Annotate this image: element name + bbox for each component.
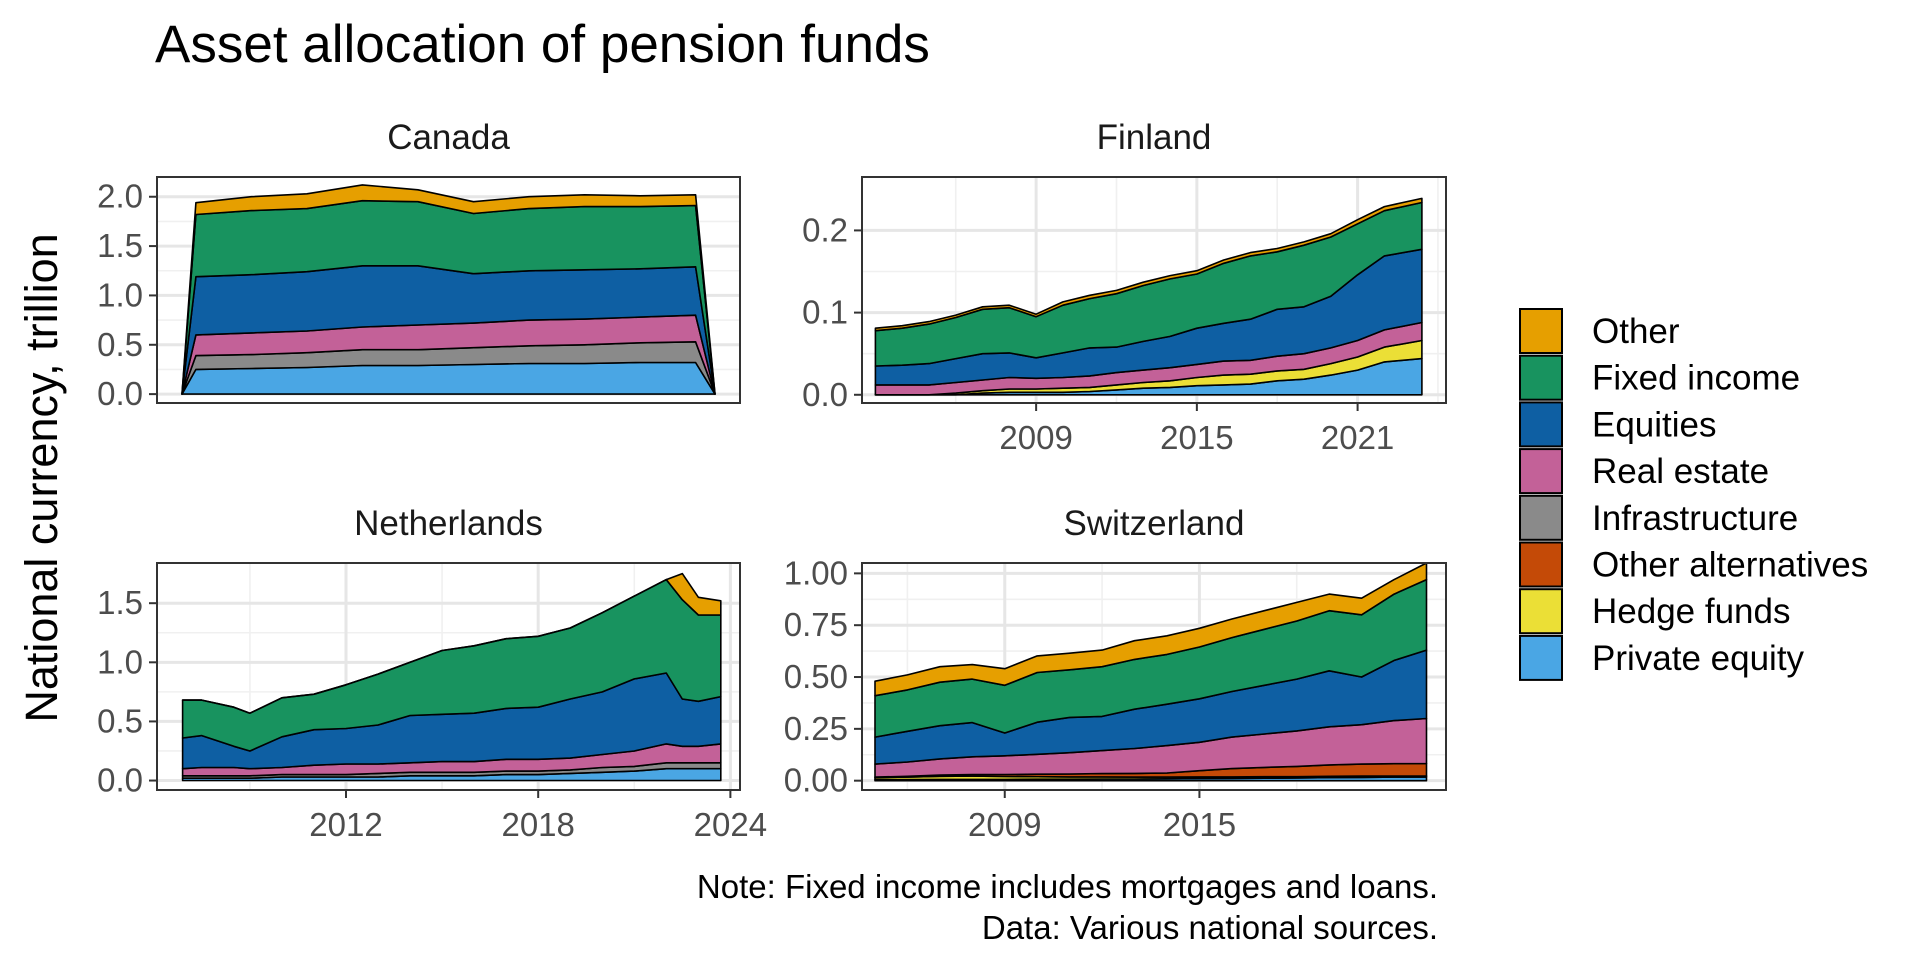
legend-key bbox=[1519, 448, 1563, 495]
x-tick-label: 2009 bbox=[999, 419, 1072, 456]
area-other bbox=[874, 562, 1428, 697]
legend-label: Other bbox=[1592, 312, 1680, 351]
panel-canada: Canada 0.0 0.5 1.0 1.5 2.0 bbox=[97, 118, 741, 412]
legend-key bbox=[1519, 541, 1563, 588]
y-tick-label: 0.50 bbox=[784, 658, 848, 695]
stacked-areas bbox=[181, 184, 716, 395]
legend-label: Equities bbox=[1592, 405, 1717, 444]
x-tick-label: 2009 bbox=[968, 806, 1041, 843]
facet-panels: Canada 0.0 0.5 1.0 1.5 2.0 Finland 0.0 0.1 0.2 200… bbox=[97, 118, 1447, 843]
y-tick-label: 2.0 bbox=[97, 178, 143, 215]
y-tick-label: 0.5 bbox=[97, 702, 143, 739]
legend-label: Private equity bbox=[1592, 639, 1805, 678]
legend-item-fixed-income: Fixed income bbox=[1519, 354, 1800, 401]
y-tick-label: 1.00 bbox=[784, 554, 848, 591]
legend-item-infrastructure: Infrastructure bbox=[1519, 494, 1798, 541]
legend-label: Other alternatives bbox=[1592, 546, 1868, 585]
legend-key bbox=[1519, 588, 1563, 635]
x-axis: 2009 2015 bbox=[968, 790, 1236, 843]
y-tick-label: 0.0 bbox=[802, 376, 848, 413]
y-axis-label: National currency, trillion bbox=[16, 233, 67, 722]
y-axis: 0.0 0.5 1.0 1.5 bbox=[97, 584, 157, 799]
area-other bbox=[181, 572, 722, 714]
x-tick-label: 2012 bbox=[309, 806, 382, 843]
panel-border bbox=[156, 176, 741, 404]
legend-item-private-equity: Private equity bbox=[1519, 634, 1805, 681]
y-tick-label: 1.5 bbox=[97, 584, 143, 621]
legend-key bbox=[1519, 634, 1563, 681]
y-tick-label: 1.0 bbox=[97, 643, 143, 680]
y-tick-label: 0.00 bbox=[784, 762, 848, 799]
y-tick-label: 0.25 bbox=[784, 710, 848, 747]
panel-netherlands: Netherlands 0.0 0.5 1.0 1.5 2012 2018 2024 bbox=[97, 504, 767, 843]
legend-key bbox=[1519, 494, 1563, 541]
y-tick-label: 0.0 bbox=[97, 375, 143, 412]
facet-title: Switzerland bbox=[1064, 504, 1245, 543]
area-other bbox=[874, 197, 1423, 332]
x-axis: 2012 2018 2024 bbox=[309, 790, 767, 843]
panel-switzerland: Switzerland 0.00 0.25 0.50 0.75 1.00 2009 2015 bbox=[784, 504, 1447, 843]
panel-border bbox=[861, 176, 1447, 404]
legend-key bbox=[1519, 401, 1563, 448]
y-tick-label: 0.0 bbox=[97, 762, 143, 799]
x-tick-label: 2015 bbox=[1160, 419, 1233, 456]
legend-label: Hedge funds bbox=[1592, 592, 1790, 631]
x-axis: 2009 2015 2021 bbox=[999, 403, 1394, 456]
facet-title: Canada bbox=[387, 118, 510, 157]
stacked-areas bbox=[181, 572, 722, 782]
panel-border bbox=[156, 562, 741, 791]
y-axis: 0.0 0.1 0.2 bbox=[802, 211, 862, 413]
facet-title: Netherlands bbox=[354, 504, 543, 543]
legend-item-hedge-funds: Hedge funds bbox=[1519, 588, 1790, 635]
panel-finland: Finland 0.0 0.1 0.2 2009 2015 2021 bbox=[802, 118, 1447, 456]
legend-label: Real estate bbox=[1592, 452, 1769, 491]
legend-label: Fixed income bbox=[1592, 359, 1800, 398]
y-axis: 0.0 0.5 1.0 1.5 2.0 bbox=[97, 178, 157, 412]
source-text: Data: Various national sources. bbox=[982, 909, 1438, 946]
y-tick-label: 0.2 bbox=[802, 211, 848, 248]
stacked-areas bbox=[874, 197, 1423, 396]
stacked-areas bbox=[874, 562, 1428, 782]
chart-title: Asset allocation of pension funds bbox=[155, 15, 930, 74]
y-tick-label: 1.0 bbox=[97, 276, 143, 313]
x-tick-label: 2015 bbox=[1163, 806, 1236, 843]
y-tick-label: 0.1 bbox=[802, 294, 848, 331]
y-tick-label: 0.75 bbox=[784, 606, 848, 643]
legend-key bbox=[1519, 354, 1563, 401]
facet-title: Finland bbox=[1097, 118, 1212, 157]
legend-label: Infrastructure bbox=[1592, 499, 1798, 538]
x-tick-label: 2021 bbox=[1321, 419, 1394, 456]
y-tick-label: 0.5 bbox=[97, 326, 143, 363]
legend: Other Fixed income Equities Real estate Infr… bbox=[1519, 308, 1868, 681]
note-text: Note: Fixed income includes mortgages an… bbox=[697, 868, 1438, 905]
x-tick-label: 2024 bbox=[694, 806, 767, 843]
legend-item-other: Other bbox=[1519, 308, 1680, 354]
y-tick-label: 1.5 bbox=[97, 227, 143, 264]
legend-item-other-alternatives: Other alternatives bbox=[1519, 541, 1868, 588]
legend-item-real-estate: Real estate bbox=[1519, 448, 1769, 495]
y-axis: 0.00 0.25 0.50 0.75 1.00 bbox=[784, 554, 862, 799]
x-tick-label: 2018 bbox=[501, 806, 574, 843]
legend-item-equities: Equities bbox=[1519, 401, 1717, 448]
area-other bbox=[181, 184, 716, 395]
legend-key bbox=[1519, 308, 1563, 354]
